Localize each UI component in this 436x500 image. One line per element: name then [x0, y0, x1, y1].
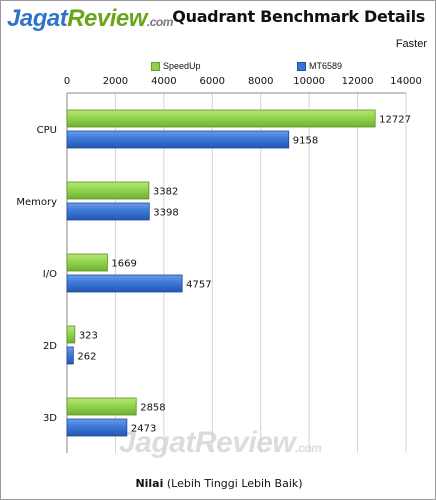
bar-memory-mt6589 — [66, 202, 150, 221]
x-tick-label-14000: 14000 — [390, 76, 422, 87]
x-axis-label-bold: Nilai — [135, 477, 164, 490]
x-tick-label-10000: 10000 — [293, 76, 325, 87]
bar-cpu-mt6589 — [66, 130, 290, 149]
category-label-3d: 3D — [43, 413, 57, 424]
faster-annotation: Faster — [395, 38, 427, 50]
data-label-memory-speedup: 3382 — [153, 187, 178, 198]
x-tick-label-8000: 8000 — [248, 76, 273, 87]
data-label-2d-mt6589: 262 — [77, 352, 96, 363]
bar-2d-mt6589 — [66, 346, 74, 365]
data-label-cpu-mt6589: 9158 — [293, 136, 318, 147]
watermark-part-3: .com — [295, 441, 322, 455]
legend-label-speedup: SpeedUp — [163, 61, 201, 71]
x-tick-label-2000: 2000 — [103, 76, 128, 87]
watermark-part-1: Jagat — [119, 426, 195, 459]
x-tick-label-4000: 4000 — [151, 76, 176, 87]
bar-memory-speedup — [66, 181, 150, 200]
bar-i-o-mt6589 — [66, 274, 183, 293]
data-label-i-o-speedup: 1669 — [111, 259, 136, 270]
watermark-part-2: Review — [194, 426, 296, 459]
logo-part-2: Review — [67, 5, 147, 32]
x-axis-label: Nilai (Lebih Tinggi Lebih Baik) — [1, 477, 436, 490]
legend-label-mt6589: MT6589 — [309, 61, 343, 71]
legend-item-speedup: SpeedUp — [151, 61, 201, 71]
jagatreview-logo: JagatReview.com — [7, 5, 173, 33]
legend-swatch-mt6589 — [297, 61, 306, 71]
data-label-2d-speedup: 323 — [79, 331, 98, 342]
data-label-cpu-speedup: 12727 — [379, 115, 411, 126]
bar-2d-speedup — [66, 325, 76, 344]
chart-title: Quadrant Benchmark Details — [172, 7, 425, 26]
bar-3d-speedup — [66, 397, 137, 416]
bar-i-o-speedup — [66, 253, 108, 272]
category-label-i-o: I/O — [43, 269, 57, 280]
category-label-cpu: CPU — [37, 125, 57, 136]
data-label-3d-speedup: 2858 — [140, 403, 165, 414]
x-tick-label-6000: 6000 — [200, 76, 225, 87]
category-label-memory: Memory — [16, 197, 57, 208]
legend-item-mt6589: MT6589 — [297, 61, 342, 71]
legend-swatch-speedup — [151, 61, 160, 71]
logo-part-1: Jagat — [7, 5, 68, 32]
category-label-2d: 2D — [43, 341, 57, 352]
bar-3d-mt6589 — [66, 418, 128, 437]
data-label-3d-mt6589: 2473 — [131, 424, 156, 435]
x-axis-label-rest: (Lebih Tinggi Lebih Baik) — [166, 477, 303, 490]
x-tick-label-0: 0 — [64, 76, 70, 87]
x-tick-label-12000: 12000 — [342, 76, 374, 87]
watermark: JagatReview.com — [119, 426, 322, 460]
bar-cpu-speedup — [66, 109, 376, 128]
data-label-i-o-mt6589: 4757 — [186, 280, 211, 291]
data-label-memory-mt6589: 3398 — [153, 208, 178, 219]
logo-part-3: .com — [146, 15, 174, 29]
